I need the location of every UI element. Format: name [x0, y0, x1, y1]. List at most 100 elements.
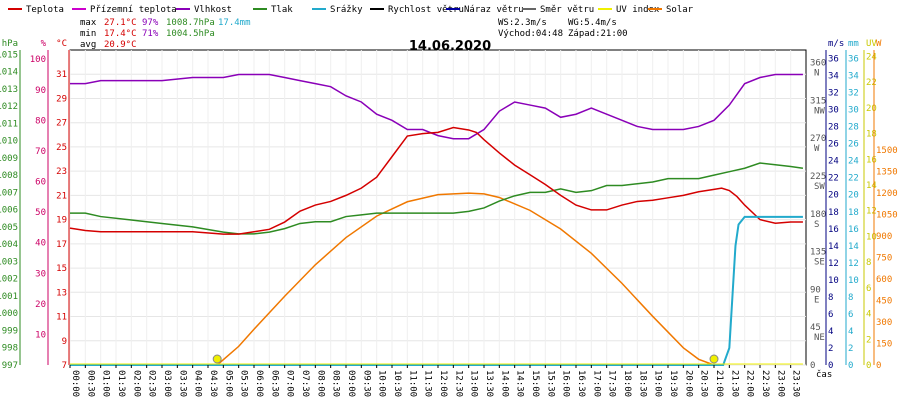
tick-label-rain: 20 [848, 191, 859, 201]
tick-label-uv: 20 [866, 104, 877, 114]
tick-label-wind_speed: 14 [828, 242, 839, 252]
tick-label-wind_speed: 6 [828, 310, 833, 320]
tick-label-pressure: 1000 [0, 309, 18, 319]
tick-label-uv: 0 [866, 361, 871, 371]
legend-label: UV index [616, 5, 660, 15]
tick-label-solar: 1200 [876, 189, 898, 199]
tick-label-rain: 12 [848, 259, 859, 269]
x-tick-label: 23:00 [775, 370, 785, 397]
tick-label-humidity: 100 [30, 55, 46, 65]
tick-label-pressure: 1015 [0, 50, 18, 60]
chart-stats: max 27.1°C 97% 1008.7hPa 17.4mm min 17.4°C 71% 1… [80, 18, 628, 54]
x-tick-label: 11:00 [407, 370, 417, 397]
stat-max-hum: 97% [142, 18, 159, 28]
x-tick-label: 19:30 [668, 370, 678, 397]
tick-label-wind-dir: 225 [810, 172, 826, 182]
x-tick-label: 13:00 [469, 370, 479, 397]
tick-label-temperature: 27 [56, 119, 67, 129]
tick-label-wind_speed: 0 [828, 361, 833, 371]
sunset-marker [709, 354, 719, 364]
x-tick-label: 08:00 [315, 370, 325, 397]
stat-min-press: 1004.5hPa [166, 29, 215, 39]
tick-label-pressure: 1007 [0, 188, 18, 198]
x-tick-label: 15:00 [530, 370, 540, 397]
tick-label-temperature: 15 [56, 264, 67, 274]
tick-label-rain: 8 [848, 293, 853, 303]
x-tick-label: 06:30 [269, 370, 279, 397]
tick-label-uv: 10 [866, 232, 877, 242]
tick-label-pressure: 997 [2, 361, 18, 371]
tick-label-rain: 10 [848, 276, 859, 286]
tick-label-solar: 1350 [876, 168, 898, 178]
x-tick-label: 10:30 [392, 370, 402, 397]
x-tick-label: 01:30 [116, 370, 126, 397]
tick-label-temperature: 21 [56, 191, 67, 201]
tick-label-rain: 28 [848, 123, 859, 133]
tick-label-pressure: 1004 [0, 240, 18, 250]
legend-label: Solar [666, 5, 694, 15]
tick-label-wind_speed: 12 [828, 259, 839, 269]
tick-label-temperature: 9 [62, 337, 67, 347]
tick-label-wind_speed: 26 [828, 140, 839, 150]
tick-label-pressure: 999 [2, 326, 18, 336]
tick-label-wind_speed: 30 [828, 106, 839, 116]
axis-unit-wind_speed: m/s [828, 39, 844, 49]
tick-label-pressure: 1005 [0, 223, 18, 233]
tick-label-humidity: 10 [35, 330, 46, 340]
axis-unit-pressure: hPa [2, 39, 18, 49]
tick-label-rain: 4 [848, 327, 853, 337]
tick-label-rain: 14 [848, 242, 859, 252]
tick-label-temperature: 25 [56, 143, 67, 153]
tick-label-wind_speed: 16 [828, 225, 839, 235]
tick-label-temperature: 19 [56, 216, 67, 226]
axis-unit-rain: mm [848, 39, 859, 49]
x-tick-label: 09:00 [346, 370, 356, 397]
tick-label-humidity: 70 [35, 147, 46, 157]
x-tick-label: 17:30 [607, 370, 617, 397]
tick-label-temperature: 7 [62, 361, 67, 371]
legend-label: Tlak [271, 5, 293, 15]
x-tick-label: 15:30 [545, 370, 555, 397]
tick-label-pressure: 1013 [0, 85, 18, 95]
legend-label: Přízemní teplota [90, 5, 177, 15]
x-tick-label: 21:30 [729, 370, 739, 397]
sunset: Západ:21:00 [568, 29, 628, 39]
tick-label-wind_speed: 4 [828, 327, 833, 337]
tick-label-temperature: 13 [56, 288, 67, 298]
x-tick-label: 05:00 [223, 370, 233, 397]
tick-label-wind-dir-name: S [814, 220, 819, 230]
tick-label-wind_speed: 36 [828, 55, 839, 65]
tick-label-humidity: 80 [35, 116, 46, 126]
x-tick-label: 18:00 [622, 370, 632, 397]
legend-label: Směr větru [540, 5, 594, 15]
tick-label-pressure: 1008 [0, 171, 18, 181]
tick-label-pressure: 1006 [0, 206, 18, 216]
legend-label: Vlhkost [194, 5, 232, 15]
x-tick-label: 07:00 [285, 370, 295, 397]
tick-label-humidity: 60 [35, 178, 46, 188]
wind-ws: WS:2.3m/s [498, 18, 547, 28]
tick-label-rain: 24 [848, 157, 859, 167]
tick-label-solar: 0 [876, 361, 881, 371]
x-tick-label: 08:30 [331, 370, 341, 397]
tick-label-uv: 18 [866, 130, 877, 140]
stat-max-label: max [80, 18, 97, 28]
tick-label-wind_speed: 34 [828, 72, 839, 82]
tick-label-wind_speed: 32 [828, 89, 839, 99]
x-axis-label: čas [816, 369, 832, 380]
tick-label-solar: 450 [876, 297, 892, 307]
tick-label-solar: 300 [876, 318, 892, 328]
x-tick-label: 23:30 [791, 370, 801, 397]
x-tick-label: 04:00 [193, 370, 203, 397]
x-tick-label: 19:00 [653, 370, 663, 397]
tick-label-uv: 22 [866, 78, 877, 88]
x-tick-label: 00:30 [85, 370, 95, 397]
tick-label-wind_speed: 8 [828, 293, 833, 303]
tick-label-rain: 16 [848, 225, 859, 235]
tick-label-temperature: 17 [56, 240, 67, 250]
tick-label-rain: 22 [848, 174, 859, 184]
tick-label-humidity: 90 [35, 86, 46, 96]
sunrise: Východ:04:48 [498, 29, 563, 39]
legend-label: Náraz větru [464, 5, 524, 15]
